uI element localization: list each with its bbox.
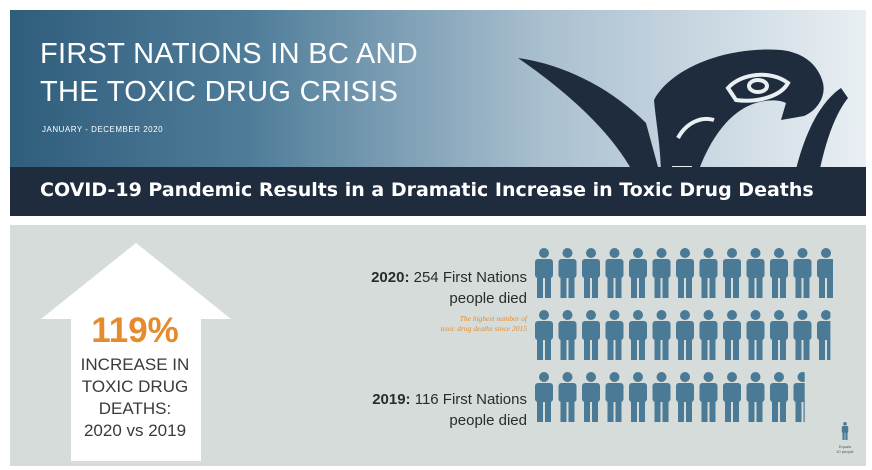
person-icon (699, 248, 718, 298)
person-icon (793, 248, 812, 298)
legend: Equals 10 people (833, 422, 857, 454)
subtitle: COVID-19 Pandemic Results in a Dramatic … (40, 179, 814, 201)
person-icon (558, 372, 577, 422)
person-icon (841, 422, 849, 440)
title-line-1: FIRST NATIONS IN BC AND (40, 38, 419, 70)
increase-line-1: INCREASE IN (80, 355, 190, 374)
person-icon (558, 248, 577, 298)
person-icon (699, 310, 718, 360)
person-icon (535, 310, 553, 360)
person-icon (723, 372, 741, 422)
person-icon (652, 372, 671, 422)
up-arrow-shape (41, 243, 231, 461)
deaths-2019-text: 116 First Nations (410, 391, 527, 408)
note-line-1: The highest number of (459, 314, 527, 323)
person-icon (535, 372, 553, 422)
stat-2019: 2019: 116 First Nations people died (310, 389, 527, 431)
year-2020-label: 2020: (371, 269, 410, 286)
person-icon (605, 372, 624, 422)
person-icon (676, 248, 694, 298)
person-icon (770, 372, 788, 422)
deaths-2020-text-2: people died (449, 290, 527, 307)
person-icon (770, 310, 788, 360)
person-icon (676, 310, 694, 360)
person-icon (652, 248, 671, 298)
increase-line-3: DEATHS: (98, 399, 172, 418)
person-icon (793, 310, 812, 360)
increase-description: INCREASE IN TOXIC DRUG DEATHS: 2020 vs 2… (47, 354, 223, 442)
person-icon (817, 310, 831, 360)
person-icon (793, 372, 805, 422)
year-2019-label: 2019: (372, 391, 411, 408)
increase-line-2: TOXIC DRUG (81, 377, 189, 396)
person-icon (817, 248, 833, 298)
person-icon (652, 310, 671, 360)
person-icon (699, 372, 718, 422)
stats-panel: 119% INCREASE IN TOXIC DRUG DEATHS: 2020… (10, 225, 866, 466)
raven-formline-icon (518, 49, 848, 178)
deaths-2020-text: 254 First Nations (409, 269, 527, 286)
person-icon (582, 248, 600, 298)
person-icon (558, 310, 577, 360)
highest-number-note: The highest number of toxic drug deaths … (330, 314, 527, 334)
legend-label-1: Equals (838, 444, 852, 449)
date-range: JANUARY - DECEMBER 2020 (42, 125, 164, 134)
person-icon (770, 248, 788, 298)
increase-line-4: 2020 vs 2019 (83, 421, 187, 440)
percent-increase: 119% (91, 311, 179, 350)
person-icon (723, 310, 741, 360)
person-icon (723, 248, 741, 298)
deaths-2019-text-2: people died (449, 412, 527, 429)
note-line-2: toxic drug deaths since 2015 (440, 324, 527, 333)
person-icon (582, 372, 600, 422)
subtitle-bar: COVID-19 Pandemic Results in a Dramatic … (10, 167, 866, 216)
title-line-2: THE TOXIC DRUG CRISIS (40, 76, 399, 108)
person-icon (629, 372, 647, 422)
person-icon (582, 310, 600, 360)
person-icon (746, 372, 765, 422)
stat-2020: 2020: 254 First Nations people died (310, 267, 527, 309)
legend-label-2: 10 people (836, 449, 854, 454)
person-icon (535, 248, 553, 298)
person-icon (629, 248, 647, 298)
person-icon (605, 310, 624, 360)
person-icon (746, 310, 765, 360)
person-icon (605, 248, 624, 298)
people-pictograph (535, 248, 833, 422)
person-icon (676, 372, 694, 422)
person-icon (629, 310, 647, 360)
person-icon (746, 248, 765, 298)
legend-label: Equals 10 people (833, 444, 857, 454)
